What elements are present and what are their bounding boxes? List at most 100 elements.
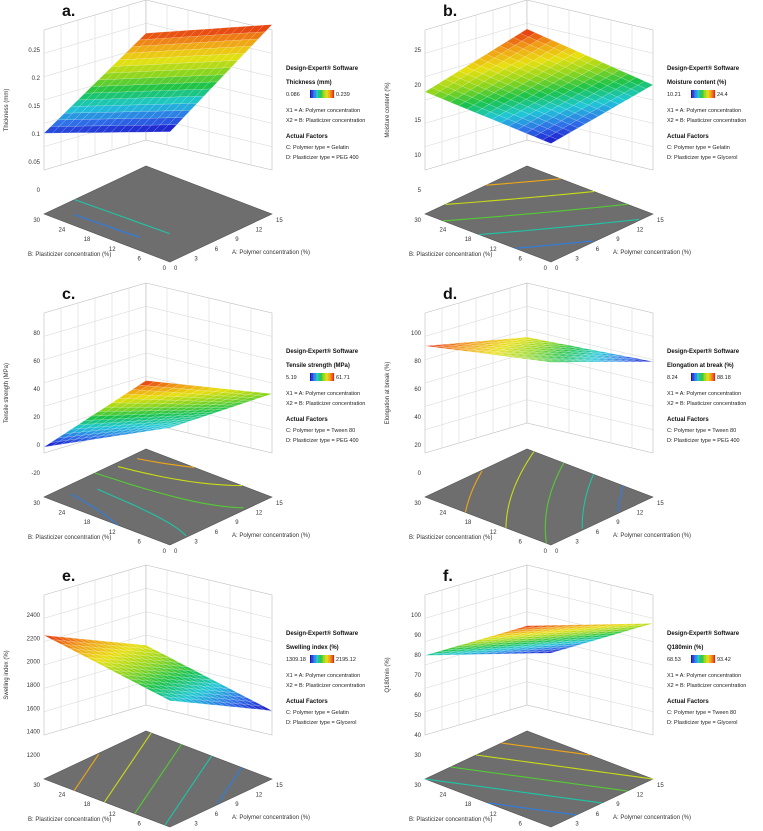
colorbar-step [314, 373, 317, 381]
panel-label: c. [62, 286, 75, 303]
z-tick-label: 70 [414, 673, 421, 679]
factor-d: D: Plasticizer type = Glycerol [286, 720, 356, 726]
factor-x2: X2 = B: Plasticizer concentration [286, 118, 365, 124]
colorbar-step [310, 655, 312, 663]
factor-d: D: Plasticizer type = Glycerol [667, 720, 737, 726]
z-tick-label: 15 [414, 118, 421, 124]
colorbar-step [325, 90, 327, 98]
y-tick-label: 24 [440, 228, 447, 234]
panel-e: e. 1200 1400 1600 1800 2000 2200 2400 Swelling i… [4, 564, 365, 827]
y-tick-label: 0 [544, 266, 548, 272]
factor-c: C: Polymer type = Gelatin [667, 145, 730, 151]
y-axis-label: B: Plasticizer concentration (%) [409, 535, 492, 541]
colorbar-step [330, 655, 332, 663]
surface-cell [214, 683, 231, 689]
x-tick-label: 0 [174, 549, 178, 555]
colorbar-step [323, 90, 325, 98]
contour-line [487, 802, 577, 816]
contour-line [486, 178, 561, 186]
y-tick-label: 12 [109, 530, 116, 536]
x-tick-label: 9 [235, 237, 239, 243]
x-tick-label: 15 [657, 218, 664, 224]
z-tick-label: 0 [37, 188, 41, 194]
x-tick-label: 0 [555, 266, 559, 272]
colorbar-step [703, 90, 705, 98]
y-tick-label: 30 [33, 218, 40, 224]
x-tick-label: 3 [575, 539, 579, 545]
x-axis-label: A: Polymer concentration (%) [232, 815, 310, 821]
colorbar-step [329, 90, 331, 98]
surface-cell [545, 341, 561, 345]
colorbar-step [712, 90, 714, 98]
panel-label: f. [443, 568, 453, 585]
x-tick-label: 12 [637, 511, 644, 517]
z-tick-label: 80 [33, 331, 40, 337]
y-tick-label: 12 [490, 530, 497, 536]
surface-cell [189, 670, 205, 676]
z-tick-label: 0.25 [28, 48, 40, 54]
x-axis-label: A: Polymer concentration (%) [613, 250, 691, 256]
contour-line [501, 742, 591, 756]
colorbar-step [329, 655, 331, 663]
factor-x1: X1 = A: Polymer concentration [286, 108, 360, 114]
software-label: Design-Expert® Software [667, 65, 740, 72]
contour-floor [43, 165, 273, 263]
colorbar-step [707, 90, 710, 98]
colorbar-step [706, 373, 708, 381]
colorbar-step [691, 90, 693, 98]
surface-cell [248, 701, 264, 707]
colorbar-step [713, 655, 716, 663]
contour-line [134, 744, 182, 814]
contour-line [445, 190, 595, 206]
x-tick-label: 6 [596, 530, 600, 536]
colorbar-step [322, 90, 324, 98]
y-tick-label: 24 [59, 228, 66, 234]
z-tick-label: 90 [414, 633, 421, 639]
colorbar-step [694, 373, 696, 381]
z-tick-label: 0.15 [28, 104, 40, 110]
y-tick-label: 0 [163, 549, 167, 555]
colorbar-step [311, 655, 313, 663]
colorbar-step [312, 655, 314, 663]
contour-line [581, 474, 594, 529]
panel-label: e. [62, 568, 75, 585]
z-tick-label: 50 [414, 713, 421, 719]
contour-line [117, 466, 243, 487]
colorbar-step [701, 655, 704, 663]
y-tick-label: 0 [544, 549, 548, 555]
colorbar-step [711, 373, 713, 381]
x-tick-label: 12 [637, 228, 644, 234]
y-tick-label: 18 [84, 802, 91, 808]
surface-cell [256, 24, 273, 33]
colorbar-step [695, 655, 698, 663]
x-tick-label: 9 [616, 237, 620, 243]
z-axis-label: Q180min (%) [385, 657, 391, 692]
colorbar-step [707, 655, 710, 663]
y-axis-label: B: Plasticizer concentration (%) [28, 817, 111, 823]
colorbar-step [701, 90, 704, 98]
contour-line [544, 462, 565, 544]
colorbar-step [326, 655, 329, 663]
x-axis-label: A: Polymer concentration (%) [232, 250, 310, 256]
y-tick-label: 18 [84, 520, 91, 526]
legend-max: 88.18 [717, 375, 731, 381]
colorbar-step [322, 373, 324, 381]
colorbar-step [699, 90, 701, 98]
colorbar-step [326, 373, 329, 381]
colorbar-step [704, 373, 706, 381]
x-tick-label: 6 [215, 247, 219, 253]
colorbar-step [324, 90, 326, 98]
z-tick-label: 10 [414, 153, 421, 159]
colorbar-step [712, 373, 714, 381]
colorbar-step [311, 373, 313, 381]
y-tick-label: 6 [137, 821, 141, 827]
contour-line [475, 754, 654, 780]
y-tick-label: 24 [440, 511, 447, 517]
z-tick-label: 40 [414, 733, 421, 739]
colorbar-step [692, 655, 694, 663]
surface-cell [637, 80, 654, 90]
factor-x1: X1 = A: Polymer concentration [667, 673, 741, 679]
panel-label: b. [443, 3, 457, 20]
surface-cell [562, 345, 578, 348]
